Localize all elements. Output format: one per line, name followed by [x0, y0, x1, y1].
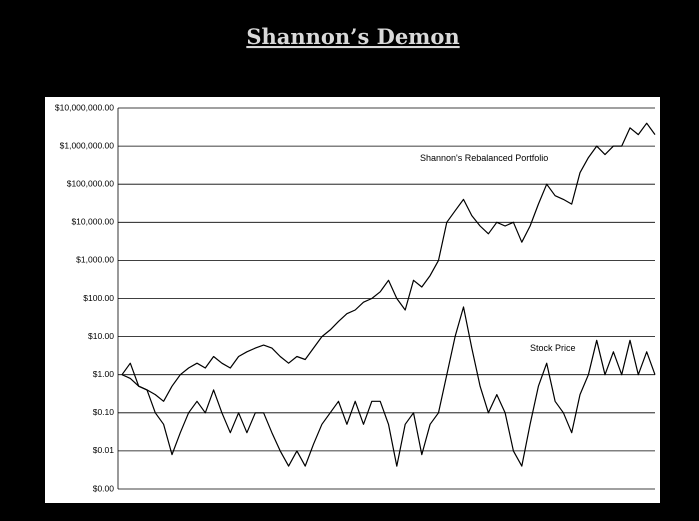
- y-tick-label: $10.00: [88, 331, 114, 341]
- y-tick-label: $10,000,000.00: [55, 102, 114, 112]
- slide-title: Shannon’s Demon: [246, 24, 459, 49]
- y-tick-label: $100.00: [83, 293, 114, 303]
- y-tick-label: $0.10: [93, 407, 115, 417]
- y-tick-label: $1,000.00: [76, 255, 114, 265]
- y-tick-label: $0.00: [93, 483, 115, 493]
- series-label: Stock Price: [530, 343, 576, 353]
- series-line: [121, 306, 656, 467]
- series-line: [121, 122, 656, 402]
- y-tick-label: $1.00: [93, 369, 115, 379]
- series-label: Shannon's Rebalanced Portfolio: [420, 153, 548, 163]
- y-tick-label: $100,000.00: [67, 178, 115, 188]
- chart-panel: [45, 97, 660, 503]
- y-tick-label: $0.01: [93, 445, 115, 455]
- y-tick-label: $1,000,000.00: [60, 140, 115, 150]
- y-tick-label: $10,000.00: [71, 217, 114, 227]
